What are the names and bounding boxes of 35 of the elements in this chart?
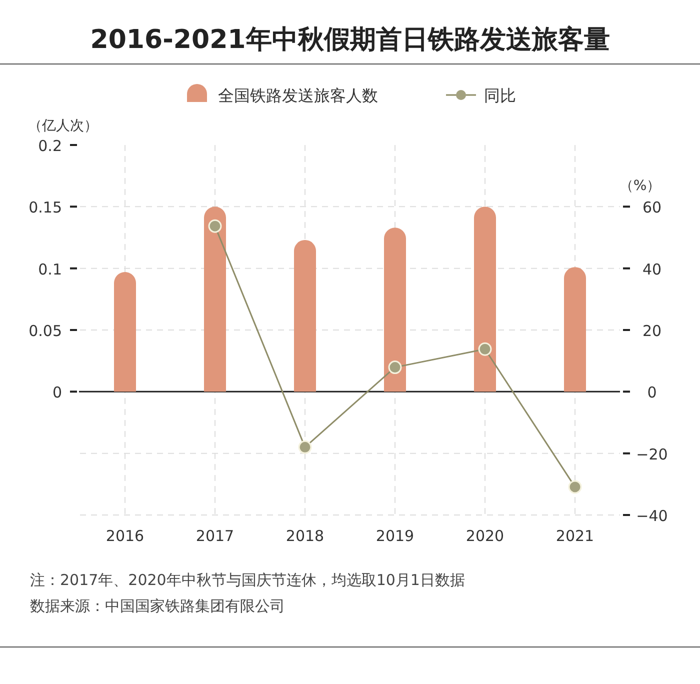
y-tick-label: 0.1 (38, 260, 62, 278)
y2-axis-title: （%） (619, 178, 661, 194)
x-tick-label: 2020 (466, 527, 504, 545)
y-tick-label: 0.05 (28, 322, 62, 340)
bar (204, 206, 226, 392)
point (478, 342, 492, 356)
point (388, 360, 402, 374)
x-tick-label: 2017 (196, 527, 234, 545)
chart-title: 2016-2021年中秋假期首日铁路发送旅客量 (90, 25, 610, 55)
bar (294, 240, 316, 392)
x-tick-label: 2018 (286, 527, 324, 545)
legend-label: 全国铁路发送旅客人数 (218, 86, 378, 105)
y2-tick-label: −20 (636, 445, 668, 464)
x-tick-label: 2016 (106, 527, 144, 545)
y2-tick-label: 20 (642, 322, 662, 340)
bar (564, 267, 586, 392)
bar (384, 228, 406, 392)
x-tick-label: 2021 (556, 527, 594, 545)
bar (474, 206, 496, 392)
y-tick-label: 0.15 (28, 198, 62, 217)
y2-tick-label: −40 (636, 507, 668, 525)
y2-tick-label: 60 (642, 198, 662, 217)
y2-tick-label: 0 (647, 384, 657, 402)
y2-tick-label: 40 (642, 260, 662, 278)
source-note: 数据来源：中国国家铁路集团有限公司 (30, 597, 285, 615)
legend-label: 同比 (484, 86, 516, 105)
x-tick-label: 2019 (376, 527, 414, 545)
bar (114, 272, 136, 392)
y-tick-label: 0.2 (38, 137, 62, 155)
text: 注：2017年、2020年中秋节与国庆节连休，均选取10月1日数据 (30, 571, 465, 589)
point (208, 219, 222, 233)
y-tick-label: 0 (52, 384, 62, 402)
point (298, 440, 312, 454)
y-axis-title: （亿人次） (28, 118, 98, 134)
point (568, 480, 582, 494)
